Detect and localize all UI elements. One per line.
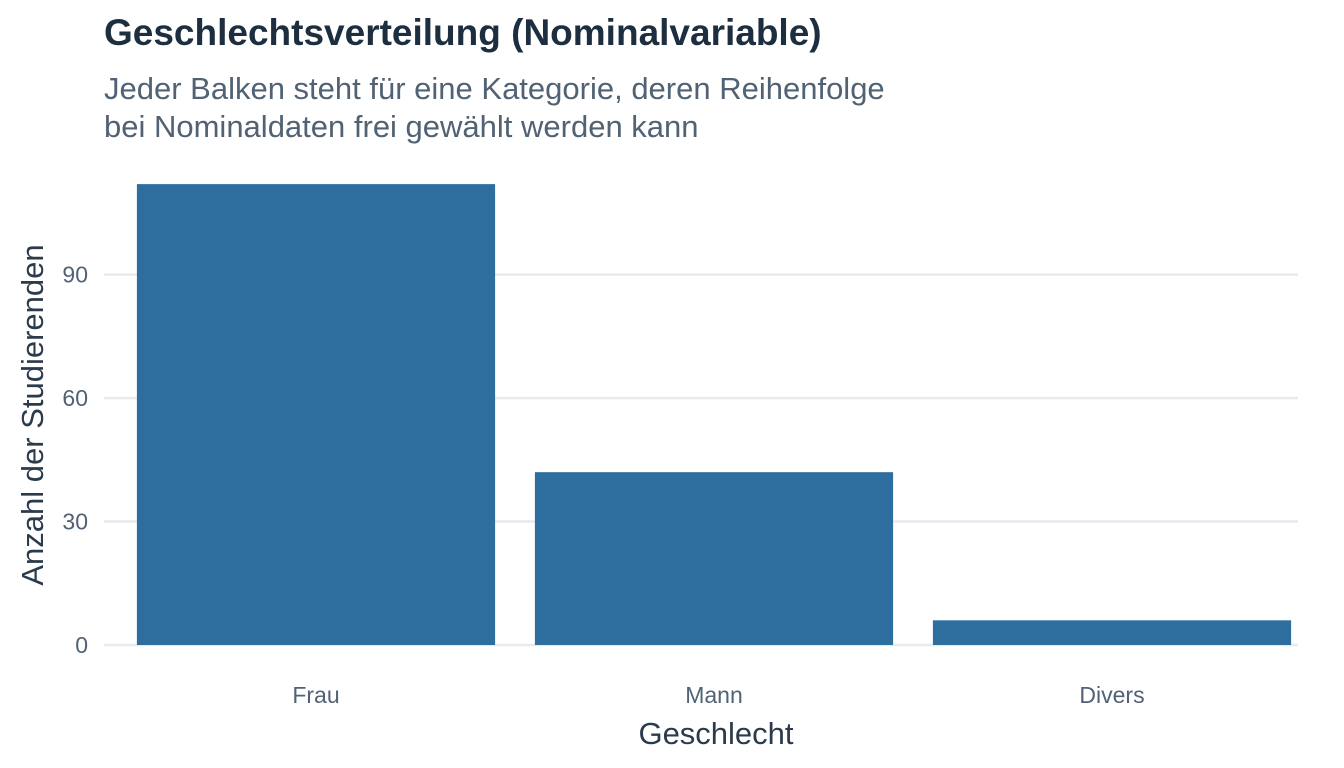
y-tick-label: 90 <box>62 262 88 288</box>
y-tick-label: 0 <box>75 632 88 658</box>
bar-mann <box>534 472 894 645</box>
bar-divers <box>932 620 1292 645</box>
y-tick-labels: 0 30 60 90 <box>62 262 88 658</box>
bars <box>136 184 1292 645</box>
y-axis-title: Anzahl der Studierenden <box>15 244 50 585</box>
x-tick-label: Mann <box>685 682 743 708</box>
x-tick-label: Frau <box>292 682 339 708</box>
chart-title: Geschlechtsverteilung (Nominalvariable) <box>104 12 822 53</box>
x-axis-title: Geschlecht <box>638 716 793 751</box>
y-tick-label: 60 <box>62 385 88 411</box>
y-tick-label: 30 <box>62 509 88 535</box>
x-tick-label: Divers <box>1079 682 1144 708</box>
bar-frau <box>136 184 496 645</box>
x-tick-labels: Frau Mann Divers <box>292 682 1144 708</box>
chart-subtitle: Jeder Balken steht für eine Kategorie, d… <box>104 71 885 144</box>
